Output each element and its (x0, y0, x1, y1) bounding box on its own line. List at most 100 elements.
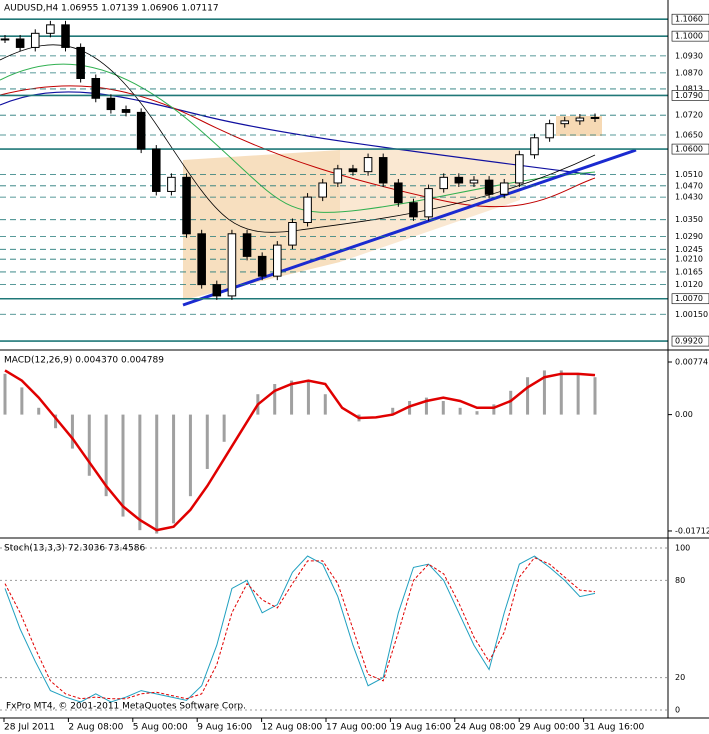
macd-bar (121, 414, 125, 517)
macd-signal (4, 369, 596, 532)
candle (136, 111, 146, 150)
trend-line (182, 148, 637, 307)
candle (499, 182, 509, 195)
candle (288, 222, 297, 246)
x-tick-label: 24 Aug 08:00 (455, 723, 516, 733)
y-tick-label: 1.0070 (675, 294, 703, 303)
y-tick-label: 1.1060 (675, 15, 703, 24)
macd-bar (155, 414, 159, 534)
y-tick-label: 1.1000 (675, 32, 703, 41)
candle (227, 233, 237, 297)
macd-bar (37, 407, 41, 415)
macd-bar (54, 414, 58, 429)
y-tick-label: 80 (675, 576, 685, 585)
candle (333, 168, 343, 184)
macd-bar (290, 380, 294, 415)
x-tick-label: 2 Aug 08:00 (68, 723, 123, 733)
stoch-title: Stoch(13,3,3) 72.3036 73.4586 (4, 544, 145, 554)
candle (212, 284, 222, 297)
candle (590, 116, 600, 119)
candle (348, 168, 358, 173)
candle (409, 202, 418, 218)
macd-bar (323, 394, 327, 415)
y-tick-label: 1.0290 (675, 232, 703, 241)
x-tick-label: 5 Aug 00:00 (133, 723, 188, 733)
y-tick-label: 1.0430 (675, 193, 703, 202)
moving-average (0, 44, 596, 233)
y-tick-label: 1.0470 (675, 181, 703, 190)
candle (46, 24, 55, 34)
macd-bar (188, 414, 192, 497)
macd-bar (542, 370, 546, 415)
candle (575, 117, 585, 122)
moving-average (0, 63, 596, 213)
stoch-signal (4, 557, 596, 700)
candle (61, 24, 70, 48)
y-tick-label: 1.0870 (675, 68, 703, 77)
y-tick-label: 100 (675, 543, 690, 552)
level-box (671, 143, 709, 155)
y-tick-label: 0.00774 (675, 357, 708, 366)
candle (530, 137, 539, 156)
y-tick-label: 20 (675, 673, 685, 682)
macd-bar (306, 380, 310, 415)
x-tick-label: 19 Aug 16:00 (390, 723, 451, 733)
candle (273, 244, 282, 277)
macd-bar (526, 377, 530, 415)
candle (197, 233, 206, 286)
candle (560, 120, 570, 125)
candle (121, 109, 131, 113)
candle (394, 182, 403, 204)
x-tick-label: 12 Aug 08:00 (262, 723, 323, 733)
candle (363, 157, 373, 173)
macd-bar (424, 397, 428, 415)
y-tick-label: 1.0930 (675, 51, 703, 60)
y-tick-label: 1.00150 (675, 310, 708, 319)
y-tick-label: 1.0510 (675, 170, 703, 179)
candle (545, 123, 554, 139)
x-tick-label: 9 Aug 16:00 (197, 723, 252, 733)
candle (242, 233, 252, 257)
macd-bar (458, 407, 462, 415)
plot (0, 18, 668, 711)
candle (76, 46, 85, 79)
x-tick-label: 31 Aug 16:00 (584, 723, 645, 733)
level-box (671, 30, 709, 42)
y-tick-label: 0.00 (675, 410, 693, 419)
macd-bar (205, 414, 209, 469)
candle (303, 196, 312, 224)
x-tick-label: 28 Jul 2011 (4, 723, 55, 733)
candle (15, 38, 25, 48)
candle (424, 188, 433, 218)
candle (378, 157, 388, 184)
macd-bar (576, 373, 580, 415)
macd-bar (441, 401, 445, 415)
candle (515, 154, 524, 184)
y-tick-label: 1.0210 (675, 255, 703, 264)
macd-bar (273, 384, 277, 415)
macd-bar (20, 387, 24, 415)
candle (30, 32, 40, 48)
moving-average (0, 91, 596, 176)
macd-bar (172, 414, 176, 524)
candle (91, 77, 101, 99)
x-tick-label: 29 Aug 00:00 (519, 723, 580, 733)
candle (182, 176, 191, 235)
macd-bar (138, 414, 142, 531)
level-box (671, 13, 709, 25)
candle (167, 176, 176, 192)
macd-bar (593, 377, 597, 415)
macd-bar (3, 373, 7, 415)
y-tick-label: 1.0813 (675, 84, 703, 93)
y-tick-label: 1.0165 (675, 267, 703, 276)
level-box (671, 90, 709, 101)
candle (152, 148, 161, 192)
candle (484, 179, 494, 195)
candle (106, 97, 116, 111)
candle (257, 255, 267, 277)
macd-bar (87, 414, 91, 476)
candle (0, 38, 10, 41)
y-tick-label: 1.0790 (675, 91, 703, 100)
